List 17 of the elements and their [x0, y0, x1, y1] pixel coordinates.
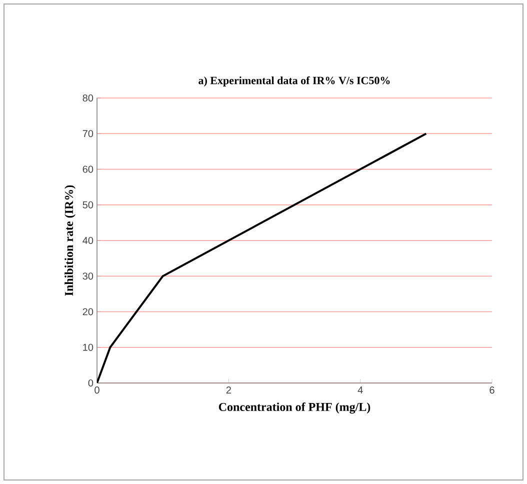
y-tick-label: 10	[83, 344, 94, 351]
y-tick-label: 30	[82, 272, 94, 280]
x-tick-label: 6	[490, 386, 494, 394]
y-tick-label: 0	[88, 379, 94, 387]
x-tick-label: 2	[226, 386, 231, 394]
x-tick-label: 0	[94, 386, 100, 394]
y-tick-label: 70	[82, 130, 94, 138]
line-series	[97, 132, 428, 383]
x-axis-title: Concentration of PHF (mg/L)	[218, 402, 370, 414]
x-tick-label: 4	[358, 386, 363, 394]
y-tick-label: 50	[82, 201, 94, 208]
y-tick-label: 20	[82, 308, 94, 316]
y-tick-label: 60	[82, 166, 94, 173]
y-axis-title: Inhibition rate (IR%)	[64, 185, 76, 296]
y-tick-label: 40	[82, 236, 94, 244]
y-tick-label: 80	[82, 94, 94, 102]
chart-title: a) Experimental data of IR% V/s IC50%	[198, 76, 390, 86]
